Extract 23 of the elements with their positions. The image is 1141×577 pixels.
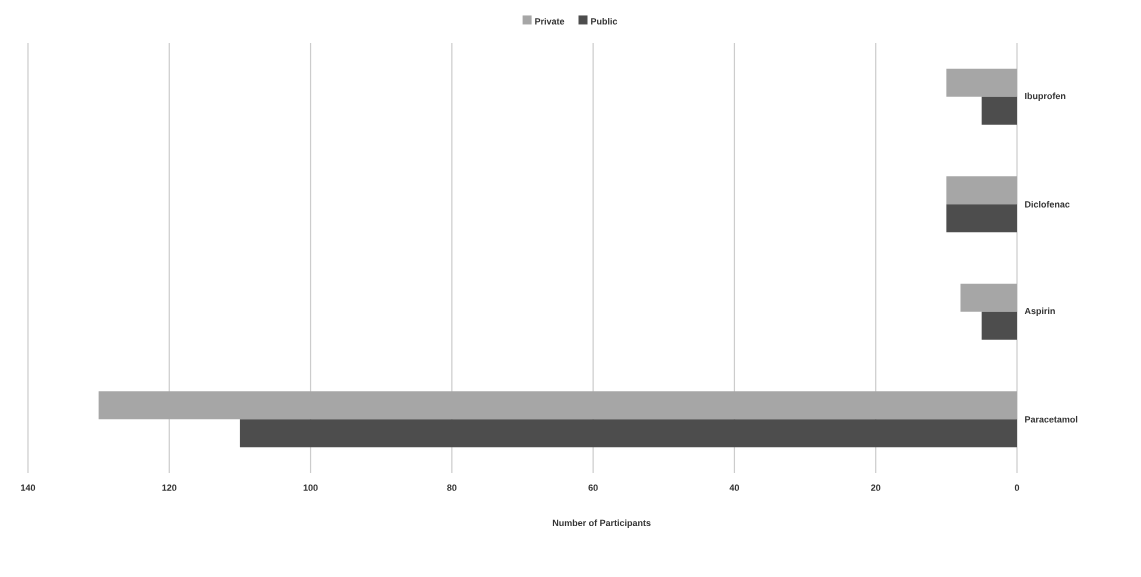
legend-label: Private: [535, 17, 565, 25]
y-tick-label: Ibuprofen: [1025, 92, 1066, 101]
y-tick-label: Diclofenac: [1025, 200, 1070, 208]
x-tick-label: 20: [871, 484, 881, 491]
x-axis-title: Number of Participants: [552, 519, 651, 528]
y-tick-label: Paracetamol: [1025, 415, 1078, 423]
bar: [981, 311, 1017, 340]
x-tick-label: 60: [588, 484, 598, 491]
bar: [946, 176, 1017, 205]
x-tick-label: 40: [729, 484, 740, 491]
bar: [960, 283, 1017, 312]
bar: [946, 68, 1017, 97]
x-tick-label: 120: [162, 484, 177, 491]
x-tick-label: 100: [303, 484, 318, 491]
x-tick-label: 140: [21, 484, 36, 491]
bar: [981, 96, 1017, 125]
bar: [946, 204, 1017, 233]
x-tick-label: 80: [447, 484, 457, 491]
y-tick-label: Aspirin: [1024, 307, 1055, 316]
bar: [98, 391, 1017, 420]
x-tick-label: 0: [1014, 484, 1020, 491]
legend-label: Public: [591, 17, 618, 25]
bar: [239, 419, 1017, 448]
